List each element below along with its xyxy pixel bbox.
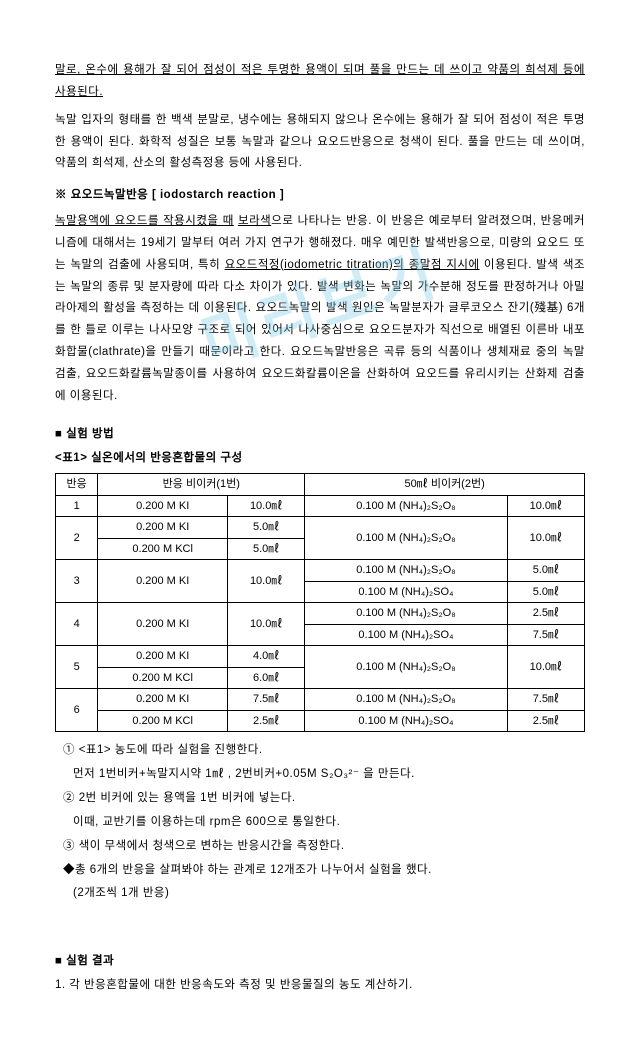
note-2a: 이때, 교반기를 이용하는데 rpm은 600으로 통일한다.: [55, 812, 585, 834]
cell: 2.5㎖: [507, 710, 584, 732]
cell: 0.100 M (NH₄)₂S₂O₈: [305, 646, 507, 689]
intro-underline: 말로, 온수에 용해가 잘 되어 점성이 적은 투명한 용액이 되며 풀을 만드…: [55, 64, 585, 98]
cell: 0.100 M (NH₄)₂SO₄: [305, 710, 507, 732]
paragraph-2: 녹말 입자의 형태를 한 백색 분말로, 냉수에는 용해되지 않으나 온수에는 …: [55, 110, 585, 176]
cell-r: 2: [56, 517, 98, 560]
cell: 0.100 M (NH₄)₂S₂O₈: [305, 603, 507, 625]
cell: 0.100 M (NH₄)₂S₂O₈: [305, 560, 507, 582]
cell-r: 6: [56, 689, 98, 732]
cell: 0.200 M KCl: [98, 710, 228, 732]
cell-r: 4: [56, 603, 98, 646]
cell: 10.0㎖: [228, 495, 305, 517]
table-row: 2 0.200 M KI 5.0㎖ 0.100 M (NH₄)₂S₂O₈ 10.…: [56, 517, 585, 539]
note-1a: 먼저 1번비커+녹말지시약 1㎖ , 2번비커+0.05M S₂O₃²⁻ 을 만…: [55, 764, 585, 786]
paragraph-3: 녹말용액에 요오드를 작용시켰을 때 보라색으로 나타나는 반응. 이 반응은 …: [55, 211, 585, 408]
cell: 10.0㎖: [228, 603, 305, 646]
note-2: ② 2번 비커에 있는 용액을 1번 비커에 넣는다.: [55, 788, 585, 810]
cell: 7.5㎖: [228, 689, 305, 711]
cell: 0.200 M KI: [98, 689, 228, 711]
mixture-table: 반응 반응 비이커(1번) 50㎖ 비이커(2번) 1 0.200 M KI 1…: [55, 473, 585, 732]
th-beaker2: 50㎖ 비이커(2번): [305, 474, 585, 496]
section-method-title: ■ 실험 방법: [55, 424, 585, 446]
paragraph-intro: 말로, 온수에 용해가 잘 되어 점성이 적은 투명한 용액이 되며 풀을 만드…: [55, 60, 585, 104]
cell: 4.0㎖: [228, 646, 305, 668]
cell: 10.0㎖: [507, 517, 584, 560]
note-4: ◆총 6개의 반응을 살펴봐야 하는 관계로 12개조가 나누어서 실험을 했다…: [55, 860, 585, 882]
table-row: 3 0.200 M KI 10.0㎖ 0.100 M (NH₄)₂S₂O₈ 5.…: [56, 560, 585, 582]
section-result-title: ■ 실험 결과: [55, 951, 585, 973]
cell: 6.0㎖: [228, 667, 305, 689]
cell: 0.200 M KCl: [98, 667, 228, 689]
cell: 5.0㎖: [228, 517, 305, 539]
cell: 0.100 M (NH₄)₂S₂O₈: [305, 495, 507, 517]
note-1: ① <표1> 농도에 따라 실험을 진행한다.: [55, 740, 585, 762]
table-caption: <표1> 실온에서의 반응혼합물의 구성: [55, 448, 585, 470]
cell: 10.0㎖: [507, 495, 584, 517]
cell: 0.100 M (NH₄)₂S₂O₈: [305, 517, 507, 560]
table-row: 1 0.200 M KI 10.0㎖ 0.100 M (NH₄)₂S₂O₈ 10…: [56, 495, 585, 517]
table-row: 0.200 M KCl 2.5㎖ 0.100 M (NH₄)₂SO₄ 2.5㎖: [56, 710, 585, 732]
cell: 10.0㎖: [507, 646, 584, 689]
cell: 0.200 M KI: [98, 517, 228, 539]
cell: 10.0㎖: [228, 560, 305, 603]
p3-underline-b: 보라색: [238, 215, 271, 227]
heading-iodostarch: ※ 요오드녹말반응 [ iodostarch reaction ]: [55, 185, 585, 207]
cell: 5.0㎖: [228, 538, 305, 560]
cell: 0.200 M KI: [98, 560, 228, 603]
table-row: 6 0.200 M KI 7.5㎖ 0.100 M (NH₄)₂S₂O₈ 7.5…: [56, 689, 585, 711]
cell: 5.0㎖: [507, 560, 584, 582]
cell: 7.5㎖: [507, 624, 584, 646]
cell: 0.100 M (NH₄)₂SO₄: [305, 581, 507, 603]
cell: 0.200 M KI: [98, 495, 228, 517]
cell: 5.0㎖: [507, 581, 584, 603]
cell: 0.100 M (NH₄)₂S₂O₈: [305, 689, 507, 711]
cell: 0.200 M KI: [98, 603, 228, 646]
table-header-row: 반응 반응 비이커(1번) 50㎖ 비이커(2번): [56, 474, 585, 496]
table-row: 5 0.200 M KI 4.0㎖ 0.100 M (NH₄)₂S₂O₈ 10.…: [56, 646, 585, 668]
th-beaker1: 반응 비이커(1번): [98, 474, 305, 496]
heading-iodostarch-text: ※ 요오드녹말반응 [ iodostarch reaction ]: [55, 189, 284, 201]
cell: 7.5㎖: [507, 689, 584, 711]
cell: 2.5㎖: [228, 710, 305, 732]
p3-underline-d: 요오드적정(iodometric titration)의 종말점 지시에: [225, 259, 480, 271]
note-3: ③ 색이 무색에서 청색으로 변하는 반응시간을 측정한다.: [55, 836, 585, 858]
cell: 0.100 M (NH₄)₂SO₄: [305, 624, 507, 646]
cell-r: 5: [56, 646, 98, 689]
cell: 0.200 M KCl: [98, 538, 228, 560]
table-row: 4 0.200 M KI 10.0㎖ 0.100 M (NH₄)₂S₂O₈ 2.…: [56, 603, 585, 625]
cell: 2.5㎖: [507, 603, 584, 625]
cell: 0.200 M KI: [98, 646, 228, 668]
result-1: 1. 각 반응혼합물에 대한 반응속도와 측정 및 반응물질의 농도 계산하기.: [55, 975, 585, 997]
p3-e: 이용된다. 발색 색조는 녹말의 종류 및 분자량에 따라 다소 차이가 있다.…: [55, 259, 585, 402]
spacer: [55, 905, 585, 935]
cell-r: 3: [56, 560, 98, 603]
cell-r: 1: [56, 495, 98, 517]
note-4a: (2개조씩 1개 반응): [55, 883, 585, 905]
p3-underline-a: 녹말용액에 요오드를 작용시켰을 때: [55, 215, 234, 227]
th-reaction: 반응: [56, 474, 98, 496]
